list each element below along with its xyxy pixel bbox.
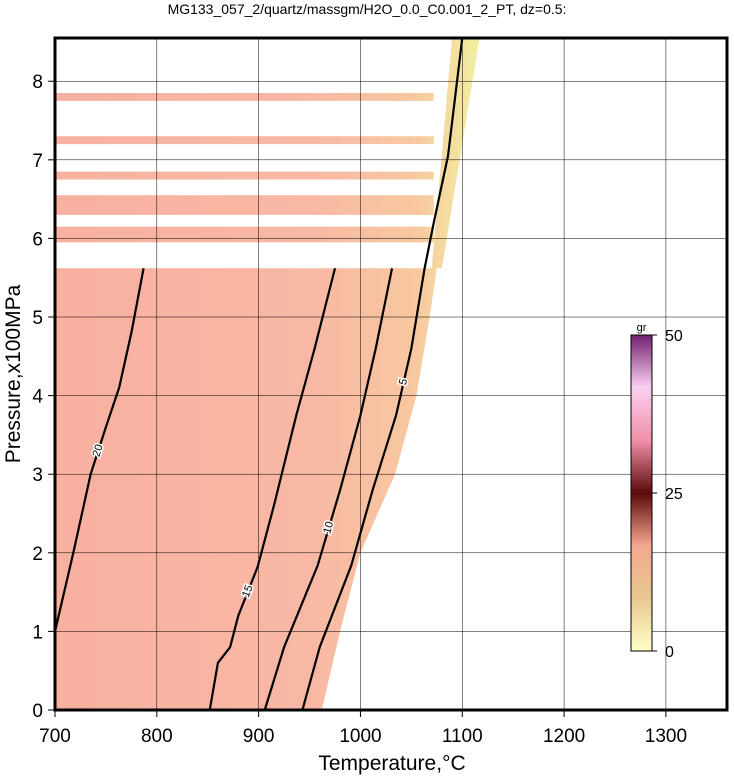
x-tick-label: 1000 [339, 726, 381, 747]
field-region [55, 136, 434, 145]
x-tick-label: 1200 [543, 726, 585, 747]
y-tick-label: 3 [32, 465, 43, 486]
y-tick-label: 1 [32, 622, 43, 643]
chart-title: MG133_057_2/quartz/massgm/H2O_0.0_C0.001… [168, 1, 567, 17]
field-region [55, 171, 434, 180]
x-tick-label: 1100 [442, 726, 483, 747]
x-axis-label: Temperature,°C [318, 752, 465, 775]
colorbar-tick-label: 25 [665, 486, 683, 503]
y-tick-label: 6 [32, 229, 43, 250]
y-tick-label: 2 [32, 544, 43, 565]
field-region [55, 226, 434, 243]
contour-label: 5 [397, 378, 410, 387]
plot-frame [53, 36, 729, 712]
y-tick-label: 0 [32, 701, 43, 722]
contour-label: 10 [321, 520, 336, 535]
colorbar-tick-label: 50 [665, 328, 683, 345]
colorbar-label: gr [637, 322, 647, 334]
contour-label: 20 [91, 443, 106, 458]
y-tick-label: 7 [32, 151, 43, 172]
field-region [55, 93, 434, 101]
x-tick-label: 900 [243, 726, 275, 747]
field-region [55, 268, 437, 710]
colorbar [630, 334, 653, 652]
x-tick-label: 800 [141, 726, 173, 747]
x-tick-label: 1300 [645, 726, 687, 747]
contour-line [301, 38, 464, 710]
y-axis-label: Pressure,x100MPa [2, 284, 25, 463]
contour-line [263, 268, 394, 710]
y-tick-label: 8 [32, 72, 43, 93]
contour-line [208, 268, 337, 710]
field-region [431, 38, 480, 269]
x-tick-label: 700 [39, 726, 71, 747]
colorbar-tick-label: 0 [665, 644, 674, 661]
y-tick-label: 4 [32, 387, 43, 408]
y-tick-label: 5 [32, 308, 43, 329]
field-region [55, 195, 434, 215]
